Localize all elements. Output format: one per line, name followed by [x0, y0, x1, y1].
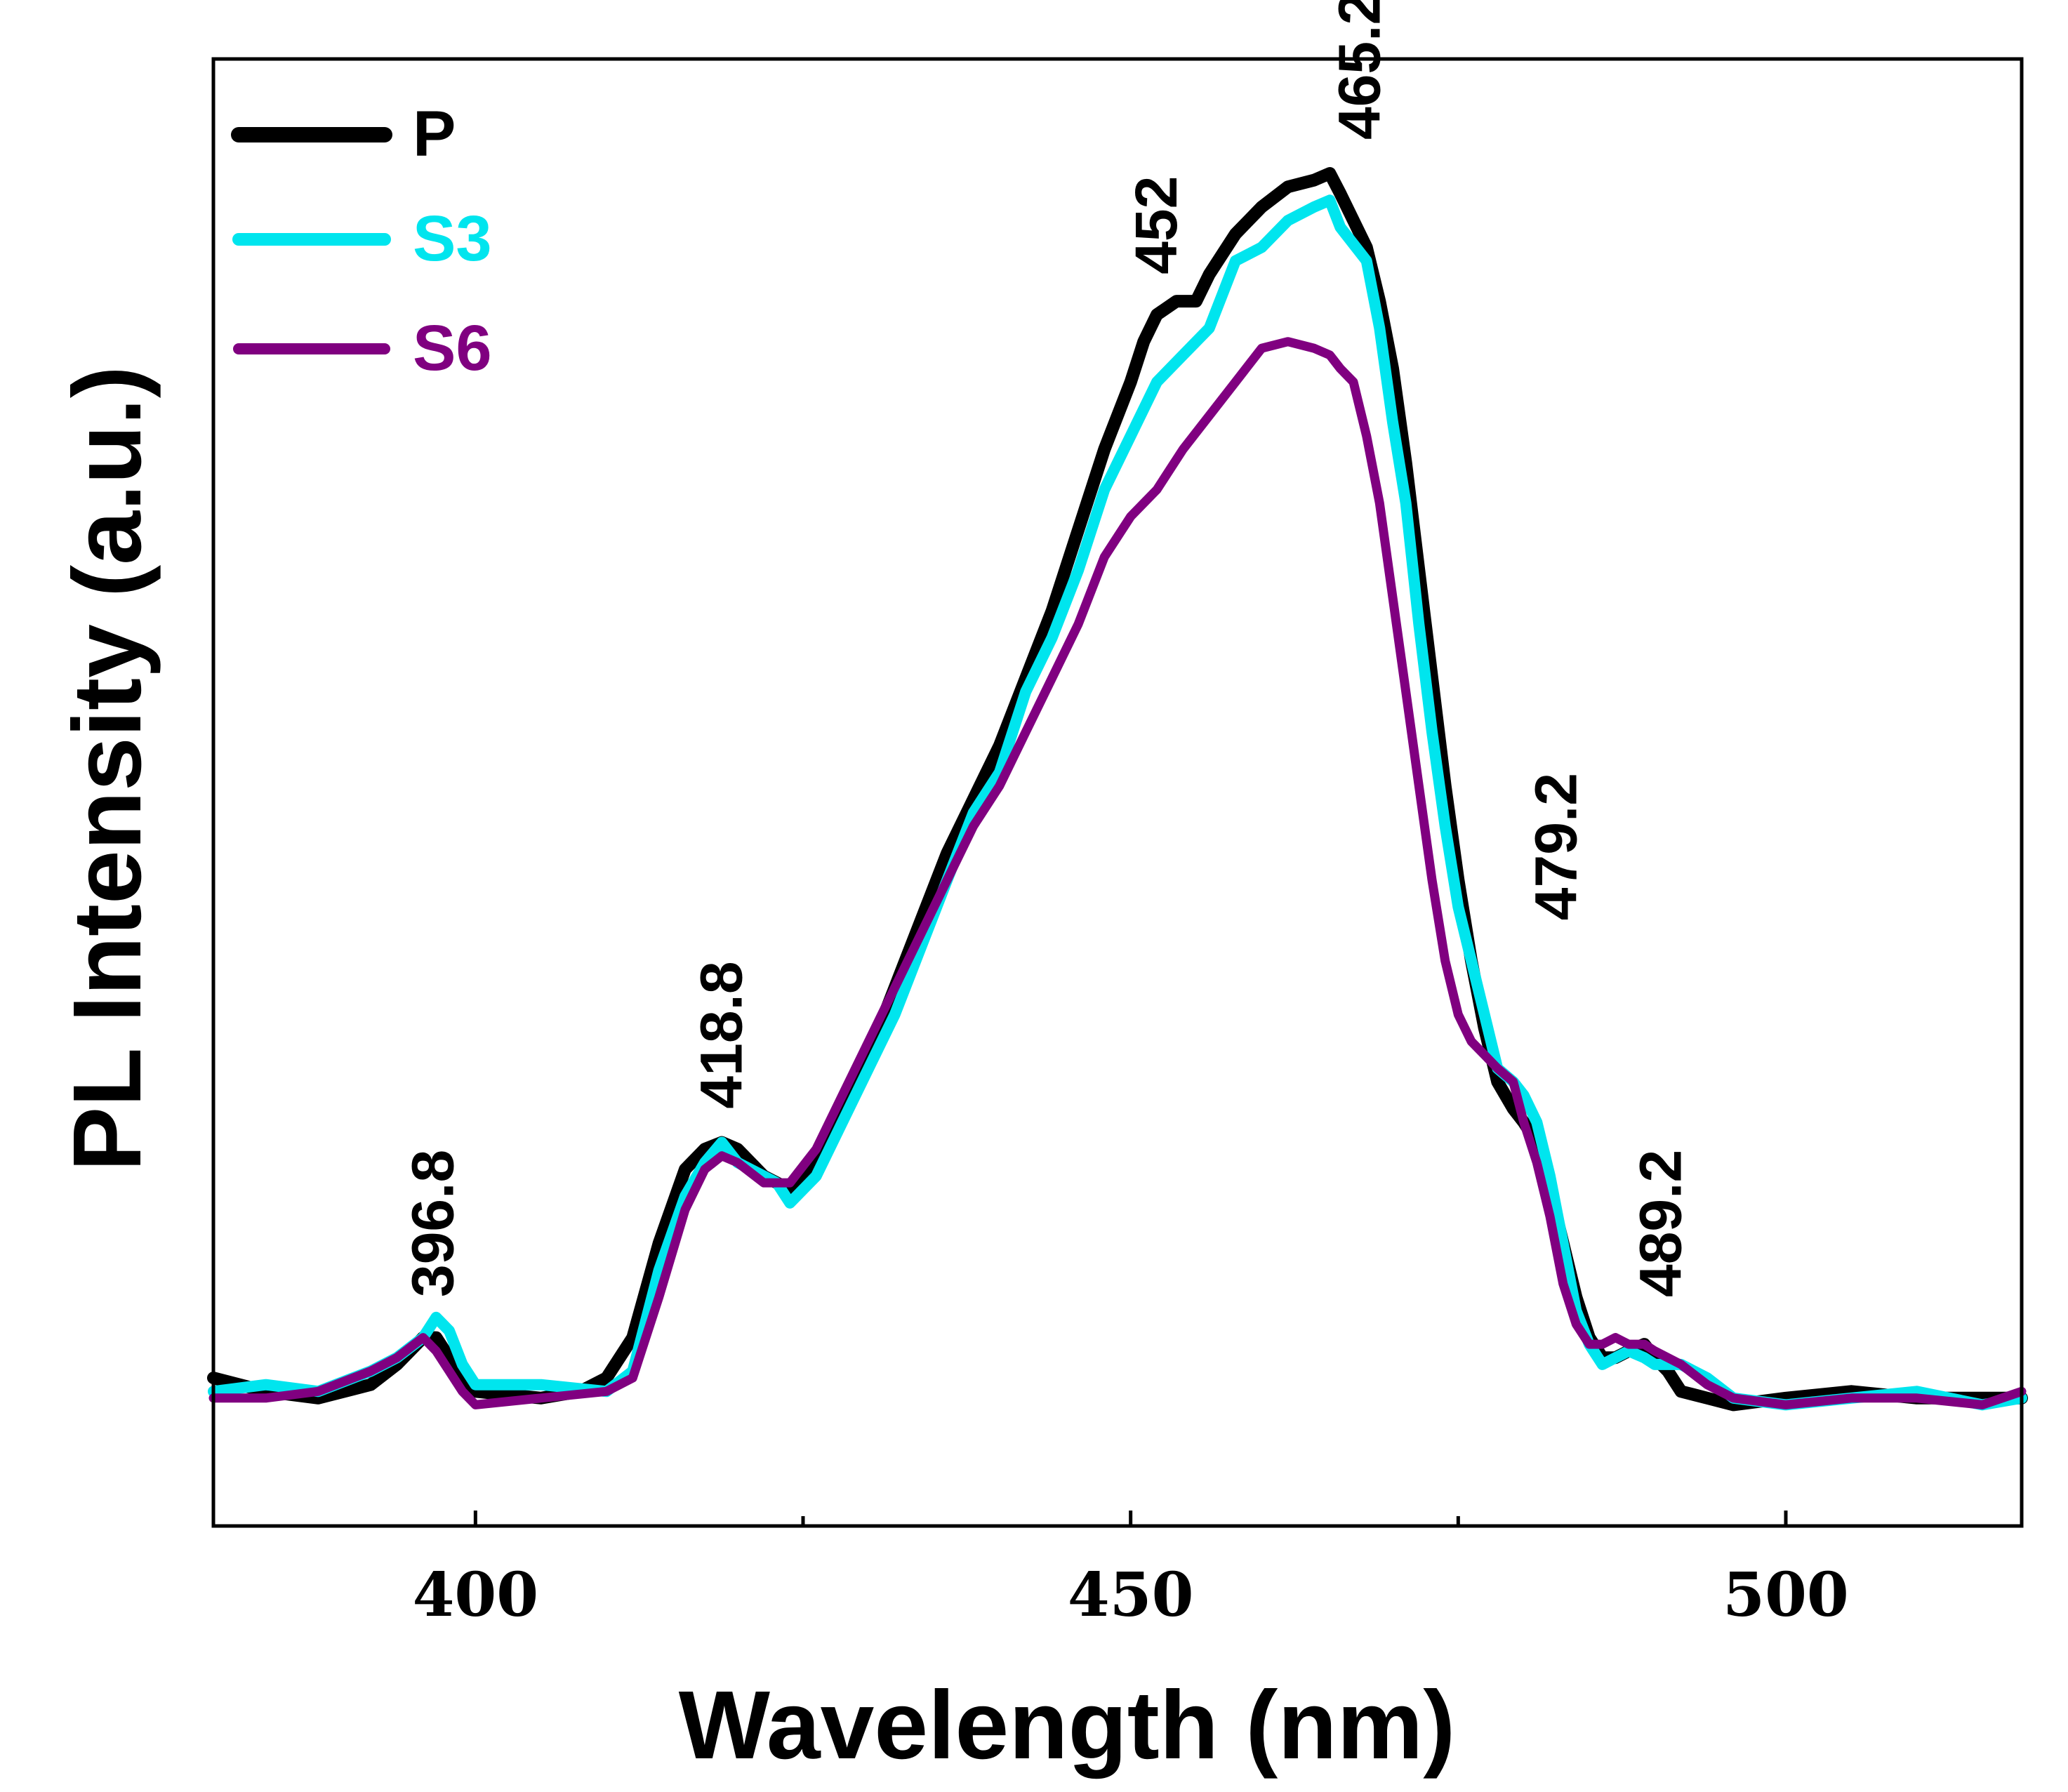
- legend: P S3 S6: [231, 98, 492, 384]
- annotation-layer: 396.8 418.8 452 465.2 479.2 489.2: [400, 0, 1694, 1297]
- peak-label: 465.2: [1326, 0, 1392, 140]
- x-tick-label: 450: [1068, 1560, 1194, 1631]
- peak-label: 418.8: [688, 961, 754, 1108]
- tick-layer: 400 450 500: [413, 1511, 1849, 1631]
- peak-label: 489.2: [1628, 1150, 1694, 1297]
- legend-label-s3: S3: [413, 203, 492, 274]
- series-layer: [207, 167, 2028, 1412]
- x-tick-label: 500: [1723, 1560, 1849, 1631]
- peak-label: 479.2: [1523, 773, 1589, 920]
- legend-label-p: P: [413, 98, 456, 170]
- peak-label: 396.8: [400, 1150, 466, 1297]
- legend-label-s6: S6: [413, 312, 492, 384]
- peak-label: 452: [1123, 176, 1189, 274]
- x-tick-label: 400: [413, 1560, 539, 1631]
- plot-frame: [211, 57, 2024, 1528]
- series-line-s6: [208, 337, 2027, 1409]
- y-axis-title: PL Intensity (a.u.): [53, 366, 161, 1172]
- x-axis-title: Wavelength (nm): [679, 1671, 1456, 1779]
